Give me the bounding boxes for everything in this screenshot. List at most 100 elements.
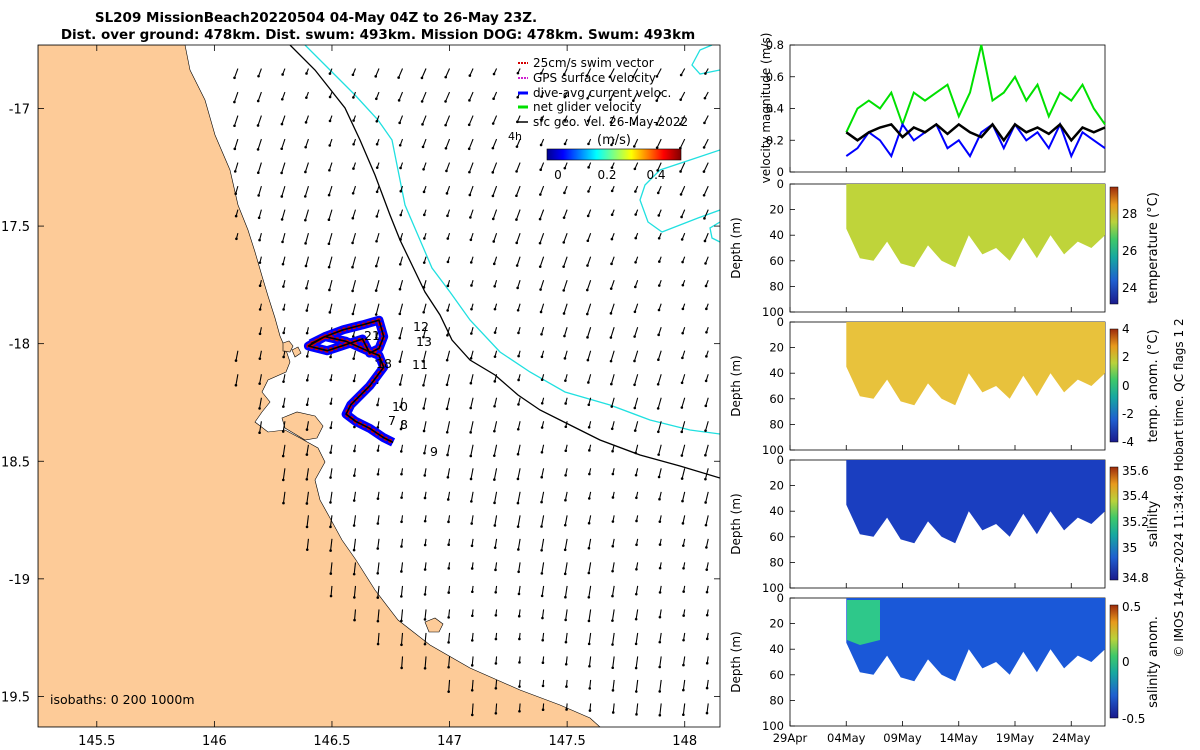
velocity-arrow-head	[491, 122, 495, 125]
velocity-arrow	[539, 232, 545, 244]
velocity-arrow-head	[258, 431, 261, 434]
velocity-arrow-head	[282, 285, 285, 288]
velocity-arrow-head	[469, 356, 473, 360]
velocity-arrow-head	[611, 520, 615, 523]
velocity-arrow	[540, 280, 545, 290]
velocity-arrow	[657, 421, 662, 432]
velocity-arrow-head	[562, 241, 566, 244]
waypoint-label: 11	[412, 357, 428, 372]
velocity-arrow-head	[540, 594, 544, 598]
velocity-arrow	[657, 350, 662, 360]
velocity-arrow	[515, 209, 521, 220]
cbar-tick: -0.5	[1122, 712, 1145, 726]
velocity-arrow-head	[447, 543, 450, 547]
ytick-label: 100	[762, 719, 784, 733]
velocity-arrow-head	[493, 429, 496, 433]
velocity-arrow	[257, 115, 262, 126]
velocity-arrow	[282, 444, 286, 457]
velocity-arrow-head	[682, 614, 685, 617]
waypoint-label: 21	[364, 328, 380, 343]
velocity-arrow-head	[400, 545, 403, 548]
velocity-arrow-head	[705, 546, 708, 549]
velocity-arrow-head	[444, 75, 448, 79]
velocity-arrow-head	[609, 336, 613, 339]
velocity-arrow	[328, 209, 333, 220]
velocity-arrow	[448, 632, 451, 643]
velocity-arrow-head	[681, 260, 684, 264]
velocity-arrow-head	[353, 474, 356, 477]
velocity-arrow-head	[423, 543, 427, 547]
velocity-arrow-head	[563, 572, 567, 576]
velocity-arrow	[281, 209, 286, 220]
velocity-series-line	[845, 44, 1106, 133]
velocity-arrow	[305, 256, 309, 267]
velocity-arrow-head	[328, 288, 331, 292]
velocity-arrow-head	[515, 264, 519, 267]
magnetic-island	[424, 617, 444, 633]
velocity-arrow-head	[256, 99, 260, 103]
velocity-arrow-head	[376, 522, 380, 525]
velocity-arrow-head	[328, 95, 332, 99]
velocity-arrow-head	[257, 216, 261, 220]
velocity-arrow-head	[400, 496, 403, 499]
velocity-arrow	[634, 327, 639, 337]
velocity-arrow	[353, 515, 357, 526]
velocity-arrow-head	[516, 286, 519, 290]
velocity-arrow-head	[632, 145, 636, 148]
velocity-arrow-head	[632, 122, 636, 126]
velocity-arrow	[398, 91, 404, 101]
velocity-arrow-head	[305, 378, 309, 382]
velocity-arrow-head	[304, 170, 307, 174]
velocity-arrow	[468, 162, 474, 173]
velocity-arrow	[423, 421, 427, 432]
velocity-arrow-head	[680, 238, 684, 241]
lon-tick-label: 147.5	[549, 734, 586, 749]
velocity-arrow-head	[376, 403, 379, 407]
velocity-arrow	[328, 232, 333, 244]
waypoint-label: 10	[392, 399, 408, 414]
velocity-arrow	[422, 350, 427, 362]
velocity-arrow	[282, 491, 286, 504]
velocity-arrow-head	[564, 662, 568, 666]
velocity-arrow	[257, 138, 262, 150]
velocity-arrow-head	[398, 287, 402, 291]
velocity-arrow	[233, 68, 239, 78]
velocity-arrow-head	[540, 500, 543, 504]
velocity-arrow-head	[539, 143, 543, 147]
velocity-arrow-head	[353, 449, 356, 453]
velocity-arrow	[494, 491, 498, 503]
velocity-arrow	[703, 115, 709, 124]
velocity-arrow	[634, 421, 639, 431]
velocity-arrow	[517, 421, 521, 430]
velocity-arrow-head	[588, 449, 591, 452]
velocity-arrow-head	[679, 193, 683, 196]
velocity-arrow-head	[657, 214, 661, 217]
velocity-arrow-head	[586, 264, 589, 267]
velocity-arrow-head	[588, 472, 591, 476]
velocity-arrow	[587, 374, 592, 383]
velocity-arrow-head	[539, 193, 542, 196]
velocity-arrow-head	[446, 260, 450, 264]
velocity-arrow-head	[423, 593, 427, 596]
velocity-arrow-head	[492, 97, 495, 101]
velocity-arrow	[681, 491, 686, 502]
velocity-arrow-head	[469, 381, 473, 385]
velocity-arrow-head	[398, 383, 402, 386]
velocity-arrow	[541, 468, 545, 478]
velocity-arrow	[589, 679, 592, 689]
velocity-arrow	[541, 515, 545, 527]
velocity-arrow	[281, 138, 286, 149]
velocity-arrow	[659, 679, 662, 692]
depth-ylabel: Depth (m)	[729, 493, 743, 554]
velocity-arrow	[610, 374, 615, 385]
velocity-arrow	[471, 515, 474, 524]
cbar-tick: 0.5	[1122, 600, 1141, 614]
cbar-tick: 4	[1122, 322, 1130, 336]
velocity-arrow	[399, 115, 404, 124]
velocity-arrow	[541, 609, 545, 619]
velocity-arrow	[659, 632, 662, 643]
velocity-arrow	[611, 397, 615, 407]
velocity-arrow-head	[376, 571, 380, 575]
velocity-arrow-head	[634, 642, 638, 646]
velocity-arrow-head	[656, 382, 660, 386]
